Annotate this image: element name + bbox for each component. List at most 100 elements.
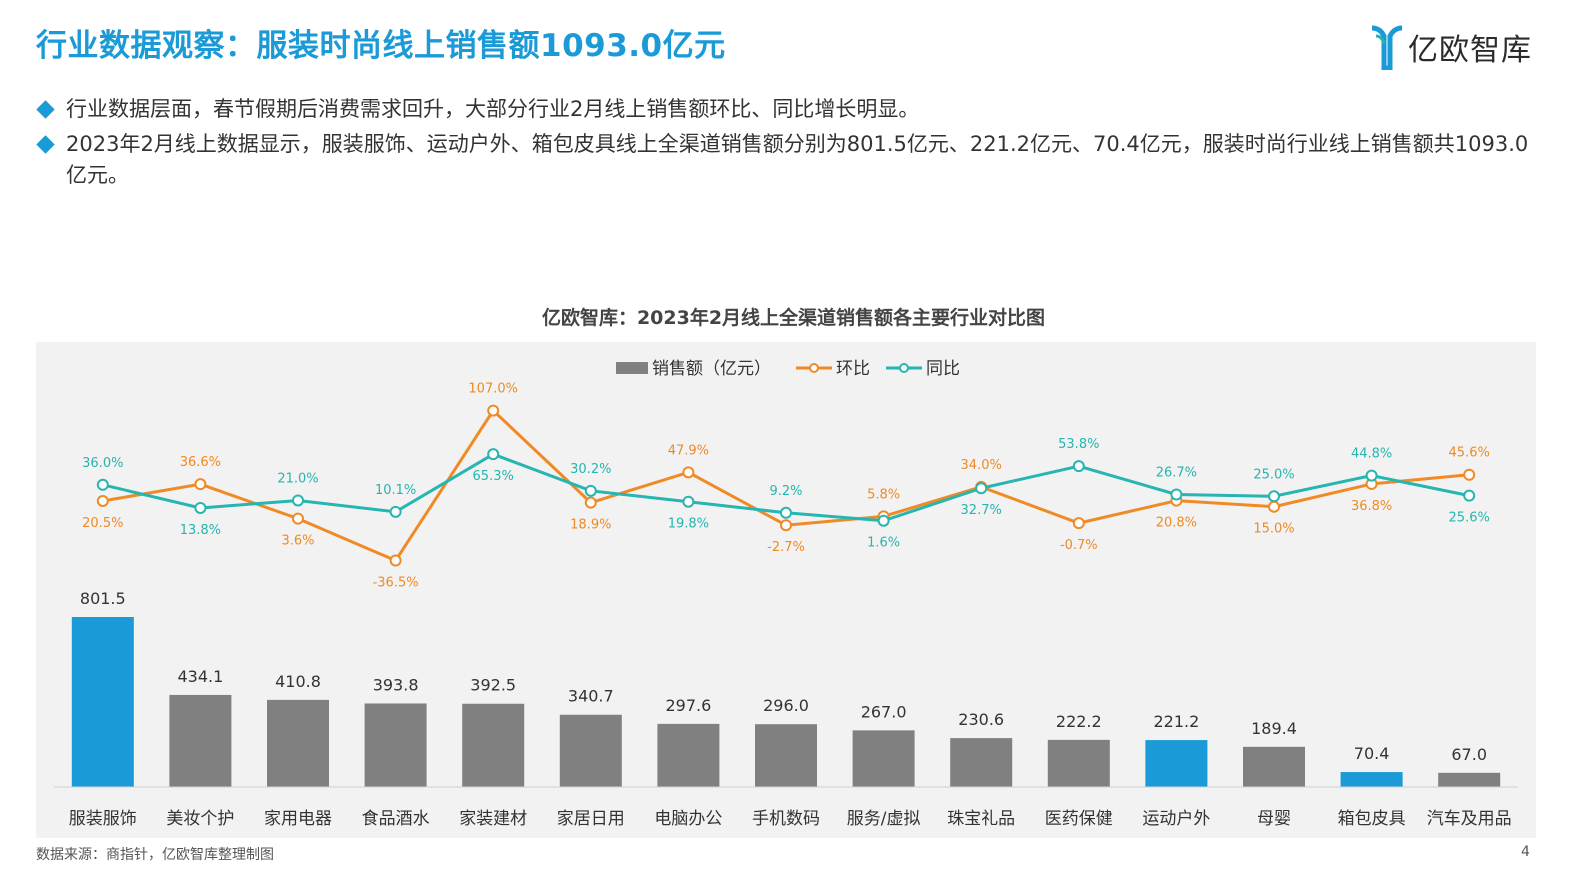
- bar-value-label: 70.4: [1354, 744, 1390, 763]
- yoy-point: [1072, 460, 1085, 473]
- bar-value-label: 296.0: [763, 696, 809, 715]
- bar-食品酒水: [364, 703, 427, 787]
- yoy-data-label: 9.2%: [769, 484, 802, 499]
- mom-data-label: 36.6%: [180, 455, 221, 470]
- mom-data-label: -0.7%: [1060, 538, 1098, 553]
- x-tick-label: 食品酒水: [362, 809, 430, 829]
- mom-point: [389, 554, 402, 567]
- x-tick-label: 电脑办公: [654, 809, 722, 829]
- bullet-item: 2023年2月线上数据显示，服装服饰、运动户外、箱包皮具线上全渠道销售额分别为8…: [36, 129, 1546, 191]
- page-number: 4: [1521, 844, 1530, 860]
- mom-point: [292, 512, 304, 525]
- legend-label: 销售额（亿元）: [652, 359, 771, 379]
- mom-point: [1072, 517, 1085, 530]
- yoy-data-label: 32.7%: [961, 503, 1002, 518]
- mom-point: [194, 478, 207, 491]
- x-tick-label: 母婴: [1257, 809, 1291, 829]
- x-tick-label: 医药保健: [1045, 809, 1113, 829]
- x-tick-label: 箱包皮具: [1338, 809, 1406, 829]
- bar-value-label: 393.8: [373, 675, 419, 694]
- bar-运动户外: [1145, 740, 1208, 787]
- bar-value-label: 434.1: [177, 667, 223, 686]
- logo-text: 亿欧智库: [1408, 33, 1532, 68]
- brand-logo: 亿欧智库: [1370, 22, 1532, 72]
- bar-value-label: 221.2: [1153, 712, 1199, 731]
- bullet-item: 行业数据层面，春节假期后消费需求回升，大部分行业2月线上销售额环比、同比增长明显…: [36, 94, 1546, 125]
- x-tick-label: 汽车及用品: [1427, 809, 1512, 829]
- yoy-point: [584, 484, 597, 497]
- bar-value-label: 297.6: [665, 696, 711, 715]
- x-tick-label: 服装服饰: [69, 809, 137, 829]
- legend-bar-swatch: [616, 362, 648, 374]
- bar-手机数码: [755, 724, 817, 787]
- yoy-data-label: 26.7%: [1156, 465, 1197, 480]
- bar-电脑办公: [657, 723, 720, 787]
- mom-data-label: 3.6%: [281, 534, 314, 549]
- bar-珠宝礼品: [950, 738, 1013, 787]
- bar-服务/虚拟: [852, 730, 915, 787]
- mom-point: [96, 494, 109, 507]
- page-title: 行业数据观察：服装时尚线上销售额1093.0亿元: [36, 28, 726, 64]
- bar-箱包皮具: [1340, 772, 1403, 787]
- mom-data-label: -2.7%: [767, 540, 805, 555]
- legend-label: 环比: [836, 359, 870, 379]
- mom-data-label: 34.0%: [961, 458, 1002, 473]
- yoy-data-label: 53.8%: [1058, 437, 1099, 452]
- bar-value-label: 67.0: [1451, 745, 1487, 764]
- yoy-data-label: 30.2%: [570, 462, 611, 477]
- yoy-data-label: 25.0%: [1253, 467, 1294, 482]
- mom-point: [682, 466, 695, 479]
- x-tick-label: 手机数码: [752, 809, 820, 829]
- mom-data-label: 15.0%: [1253, 522, 1294, 537]
- mom-data-label: 45.6%: [1449, 446, 1490, 461]
- bullet-text: 行业数据层面，春节假期后消费需求回升，大部分行业2月线上销售额环比、同比增长明显…: [66, 97, 920, 121]
- legend-label: 同比: [926, 359, 960, 379]
- x-tick-label: 家装建材: [459, 809, 527, 829]
- logo-mark-icon: [1371, 25, 1403, 70]
- mom-data-label: 20.8%: [1156, 516, 1197, 531]
- combo-chart: 801.5 434.1 410.8 393.8 392.5 340.7 297.6 296.0…: [54, 359, 1518, 829]
- yoy-data-label: 36.0%: [82, 456, 123, 471]
- mom-data-label: 36.8%: [1351, 499, 1392, 514]
- bar-value-label: 267.0: [861, 702, 907, 721]
- bar-value-label: 340.7: [568, 687, 614, 706]
- bar-value-label: 222.2: [1056, 712, 1102, 731]
- bar-美妆个护: [169, 694, 232, 787]
- legend-yoy-marker: [899, 363, 909, 373]
- yoy-data-label: 13.8%: [180, 523, 221, 538]
- mom-data-label: 18.9%: [570, 518, 611, 533]
- mom-point: [487, 404, 500, 417]
- diamond-bullet-icon: [36, 135, 55, 154]
- yoy-point: [1268, 490, 1280, 503]
- bar-家用电器: [267, 699, 329, 787]
- bar-value-label: 392.5: [470, 676, 516, 695]
- x-tick-label: 家用电器: [264, 809, 332, 829]
- bar-value-label: 230.6: [958, 710, 1004, 729]
- x-tick-label: 美妆个护: [166, 809, 234, 829]
- yoy-point: [682, 495, 695, 508]
- yoy-point: [877, 514, 890, 527]
- diamond-bullet-icon: [36, 100, 55, 119]
- yoy-data-label: 65.3%: [473, 469, 514, 484]
- yoy-data-label: 25.6%: [1449, 511, 1490, 526]
- yoy-data-label: 1.6%: [867, 536, 900, 551]
- bullet-text: 2023年2月线上数据显示，服装服饰、运动户外、箱包皮具线上全渠道销售额分别为8…: [66, 132, 1529, 187]
- data-source: 数据来源：商指针，亿欧智库整理制图: [36, 847, 274, 863]
- x-tick-label: 服务/虚拟: [847, 809, 921, 829]
- bar-医药保健: [1047, 739, 1110, 787]
- bar-汽车及用品: [1438, 772, 1501, 787]
- x-tick-label: 家居日用: [557, 809, 625, 829]
- yoy-point: [96, 478, 109, 491]
- yoy-point: [1463, 489, 1476, 502]
- yoy-data-label: 21.0%: [277, 471, 318, 486]
- chart-title: 亿欧智库：2023年2月线上全渠道销售额各主要行业对比图: [541, 307, 1046, 329]
- yoy-point: [194, 501, 207, 514]
- bar-value-label: 410.8: [275, 672, 321, 691]
- bar-服装服饰: [71, 617, 134, 787]
- bar-母婴: [1243, 746, 1305, 787]
- bar-value-label: 189.4: [1251, 719, 1297, 738]
- yoy-data-label: 19.8%: [668, 517, 709, 532]
- legend-mom-marker: [809, 363, 819, 373]
- mom-point: [1463, 468, 1476, 481]
- x-tick-label: 珠宝礼品: [947, 809, 1015, 829]
